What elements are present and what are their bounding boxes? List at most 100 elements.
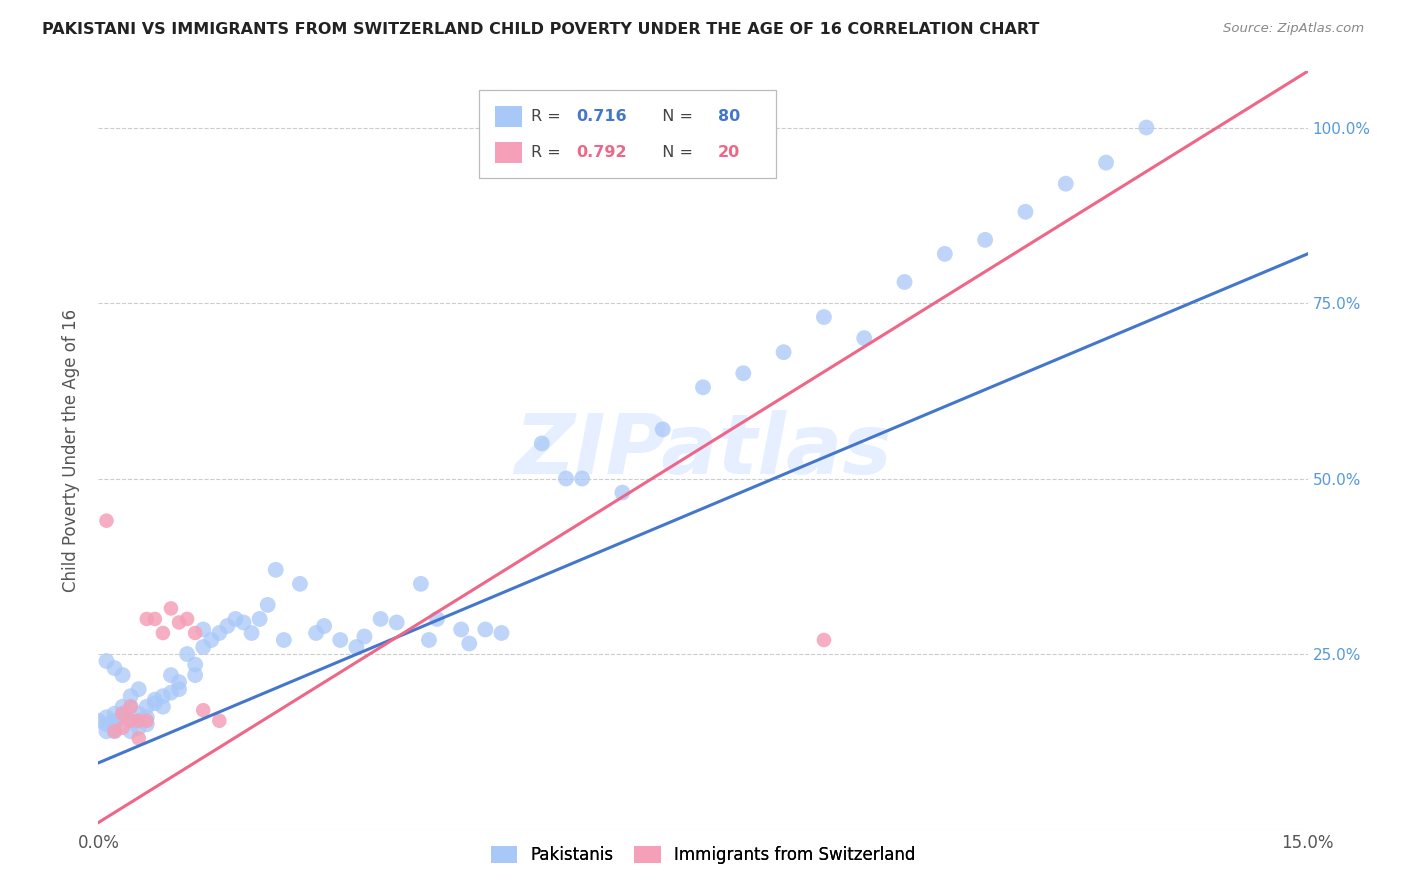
Point xyxy=(120,724,142,739)
Point xyxy=(184,668,207,682)
Point xyxy=(385,615,408,630)
Point xyxy=(733,366,755,380)
Point xyxy=(96,514,118,528)
Point xyxy=(103,661,125,675)
Point xyxy=(288,577,311,591)
Point xyxy=(934,247,956,261)
Point xyxy=(240,626,263,640)
Point xyxy=(370,612,392,626)
Point xyxy=(176,647,198,661)
Point xyxy=(217,619,239,633)
Point xyxy=(555,471,578,485)
Point xyxy=(120,699,142,714)
Point xyxy=(96,724,118,739)
Point xyxy=(813,310,835,324)
Point xyxy=(474,623,496,637)
Point xyxy=(128,714,150,728)
Point xyxy=(612,485,634,500)
Point xyxy=(120,699,142,714)
Point xyxy=(111,721,134,735)
Point xyxy=(974,233,997,247)
Point xyxy=(193,640,215,654)
Point xyxy=(224,612,246,626)
Point xyxy=(329,633,352,648)
Point xyxy=(103,706,125,721)
Point xyxy=(111,706,134,721)
Point xyxy=(1054,177,1077,191)
Point xyxy=(96,717,118,731)
Y-axis label: Child Poverty Under the Age of 16: Child Poverty Under the Age of 16 xyxy=(62,309,80,592)
Point xyxy=(128,731,150,746)
Point xyxy=(893,275,915,289)
Point xyxy=(167,682,190,697)
Point xyxy=(200,633,222,648)
Point xyxy=(208,626,231,640)
Point xyxy=(128,706,150,721)
Point xyxy=(692,380,714,394)
Point xyxy=(135,612,157,626)
Text: N =: N = xyxy=(652,110,699,124)
Point xyxy=(813,633,835,648)
Point xyxy=(143,696,166,710)
Point xyxy=(1095,155,1118,169)
Point xyxy=(103,714,125,728)
Point xyxy=(1014,204,1036,219)
Text: 80: 80 xyxy=(717,110,740,124)
Text: PAKISTANI VS IMMIGRANTS FROM SWITZERLAND CHILD POVERTY UNDER THE AGE OF 16 CORRE: PAKISTANI VS IMMIGRANTS FROM SWITZERLAND… xyxy=(42,22,1039,37)
Point xyxy=(152,699,174,714)
Text: R =: R = xyxy=(531,145,567,160)
Point xyxy=(264,563,287,577)
Point xyxy=(143,692,166,706)
Point xyxy=(128,721,150,735)
Point xyxy=(418,633,440,648)
Point xyxy=(96,654,118,668)
Point xyxy=(111,706,134,721)
Point xyxy=(193,623,215,637)
Point xyxy=(111,668,134,682)
Point xyxy=(571,471,593,485)
Point xyxy=(232,615,254,630)
Point xyxy=(152,626,174,640)
Point xyxy=(491,626,513,640)
Point xyxy=(1135,120,1157,135)
Point xyxy=(458,636,481,650)
Bar xyxy=(495,106,522,128)
Point xyxy=(160,601,183,615)
Point xyxy=(176,612,198,626)
Point xyxy=(344,640,367,654)
Point xyxy=(305,626,328,640)
Point xyxy=(135,717,157,731)
Text: 0.716: 0.716 xyxy=(576,110,627,124)
Point xyxy=(249,612,271,626)
Text: R =: R = xyxy=(531,110,567,124)
Text: 20: 20 xyxy=(717,145,740,160)
Legend: Pakistanis, Immigrants from Switzerland: Pakistanis, Immigrants from Switzerland xyxy=(484,839,922,871)
Point xyxy=(853,331,876,345)
Point xyxy=(87,714,110,728)
Point xyxy=(103,721,125,735)
Point xyxy=(160,668,183,682)
Point xyxy=(256,598,278,612)
Point xyxy=(314,619,336,633)
Point xyxy=(426,612,449,626)
Point xyxy=(184,657,207,672)
Point xyxy=(128,682,150,697)
Point xyxy=(143,612,166,626)
Point xyxy=(120,714,142,728)
Point xyxy=(184,626,207,640)
FancyBboxPatch shape xyxy=(479,90,776,178)
Point xyxy=(450,623,472,637)
Point xyxy=(409,577,432,591)
Point xyxy=(103,724,125,739)
Point xyxy=(193,703,215,717)
Text: 0.792: 0.792 xyxy=(576,145,627,160)
Point xyxy=(772,345,794,359)
Point xyxy=(651,422,673,436)
Point xyxy=(120,689,142,703)
Point xyxy=(120,714,142,728)
Point xyxy=(103,724,125,739)
Point xyxy=(273,633,295,648)
Text: N =: N = xyxy=(652,145,699,160)
Point xyxy=(692,138,714,153)
Point xyxy=(135,710,157,724)
